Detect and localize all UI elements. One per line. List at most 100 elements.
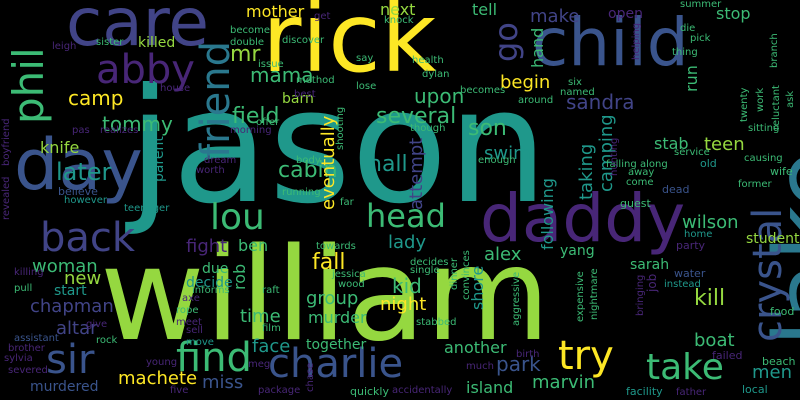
- word-start: start: [54, 283, 87, 299]
- word-five: five: [170, 385, 189, 396]
- word-alex: alex: [484, 244, 522, 265]
- word-jason: jason: [128, 55, 548, 239]
- word-attempt: attempt: [406, 137, 427, 210]
- word-convinces: convinces: [461, 250, 472, 300]
- word-sir: sir: [46, 337, 95, 383]
- word-house: house: [160, 83, 191, 94]
- word-another: another: [444, 338, 507, 357]
- word-park: park: [496, 352, 541, 376]
- word-home: home: [684, 229, 713, 240]
- word-aggressive: aggressive: [511, 271, 522, 326]
- word-shooting: shooting: [335, 106, 346, 150]
- word-meet: meet: [176, 317, 202, 328]
- word-come: come: [626, 177, 654, 188]
- word-ben: ben: [238, 236, 269, 255]
- word-sylvia: sylvia: [4, 353, 33, 364]
- word-assistant: assistant: [14, 333, 59, 344]
- word-brother: brother: [8, 343, 45, 354]
- word-sandra: sandra: [566, 90, 635, 114]
- word-party: party: [676, 239, 706, 252]
- word-field: field: [232, 104, 280, 129]
- word-miss: miss: [202, 372, 244, 393]
- word-child: child: [532, 4, 689, 81]
- word-yang: yang: [560, 243, 595, 259]
- word-face: face: [252, 336, 291, 357]
- word-young: young: [146, 357, 178, 368]
- word-dead: dead: [662, 183, 690, 196]
- word-time: time: [240, 306, 281, 327]
- word-teen: teen: [704, 134, 745, 155]
- word-tell: tell: [472, 0, 498, 19]
- word-stop: stop: [716, 4, 751, 23]
- word-body: body: [296, 155, 321, 166]
- word-around: around: [518, 95, 554, 106]
- word-severed: severed: [8, 365, 48, 376]
- word-rock: rock: [96, 335, 118, 346]
- word-begin: begin: [500, 72, 551, 93]
- word-stabbed: stabbed: [416, 317, 457, 328]
- word-knock: knock: [384, 15, 414, 26]
- word-become: become: [230, 25, 271, 36]
- word-murdered: murdered: [30, 379, 99, 395]
- word-student: student: [746, 231, 800, 247]
- word-swim: swim: [484, 143, 531, 164]
- word-service: service: [674, 147, 710, 158]
- word-thing: thing: [672, 47, 698, 58]
- word-next: next: [380, 0, 416, 19]
- word-axe: axe: [182, 293, 200, 304]
- word-teenager: teenager: [124, 203, 170, 214]
- word-named: named: [560, 87, 595, 98]
- word-sitting: sitting: [748, 123, 780, 134]
- word-far: far: [340, 197, 354, 208]
- word-ask: ask: [785, 90, 796, 108]
- word-towards: towards: [316, 241, 356, 252]
- word-fall: fall: [312, 250, 346, 275]
- word-discover: discover: [282, 35, 325, 46]
- word-raft: raft: [262, 285, 280, 296]
- word-revealed: revealed: [1, 176, 12, 220]
- word-birth: birth: [516, 349, 540, 360]
- word-informs: informs: [192, 285, 230, 296]
- word-altar: altar: [56, 318, 98, 339]
- word-much: much: [466, 361, 494, 372]
- word-helping: helping: [631, 22, 642, 60]
- word-mama: mama: [250, 63, 314, 87]
- word-care: care: [66, 0, 210, 61]
- word-run: run: [682, 65, 701, 92]
- word-killing: killing: [14, 267, 44, 278]
- word-accidentally: accidentally: [392, 385, 453, 396]
- word-crystal: crystal: [745, 207, 791, 342]
- word-die: die: [680, 23, 696, 34]
- word-camp: camp: [68, 86, 124, 110]
- word-chase: chase: [305, 362, 316, 392]
- word-woman: woman: [32, 256, 98, 277]
- word-bringing: bringing: [635, 274, 646, 316]
- word-however: however: [64, 195, 107, 206]
- word-taking: taking: [576, 143, 597, 200]
- word-falling: falling: [606, 159, 637, 170]
- word-wood: wood: [338, 279, 365, 290]
- word-go: go: [487, 22, 525, 62]
- word-charlie: charlie: [268, 341, 404, 387]
- word-jessica: jessica: [332, 269, 366, 280]
- word-though: though: [410, 123, 446, 134]
- word-health: health: [412, 55, 444, 66]
- word-guest: guest: [620, 197, 651, 210]
- word-murder: murder: [308, 308, 367, 327]
- word-fight: fight: [186, 236, 228, 257]
- word-pull: pull: [14, 283, 33, 294]
- word-nightmare: nightmare: [589, 268, 600, 320]
- word-six: six: [568, 77, 582, 88]
- word-beach: beach: [762, 355, 796, 368]
- word-parent: parent: [151, 136, 167, 182]
- word-double: double: [230, 37, 265, 48]
- word-make: make: [530, 6, 580, 27]
- word-lady: lady: [388, 232, 427, 253]
- word-shore: shore: [468, 265, 487, 310]
- word-former: former: [738, 179, 772, 190]
- word-wilson: wilson: [682, 212, 739, 233]
- word-chapman: chapman: [30, 296, 114, 317]
- word-causing: causing: [744, 153, 783, 164]
- word-rick: rick: [262, 0, 437, 94]
